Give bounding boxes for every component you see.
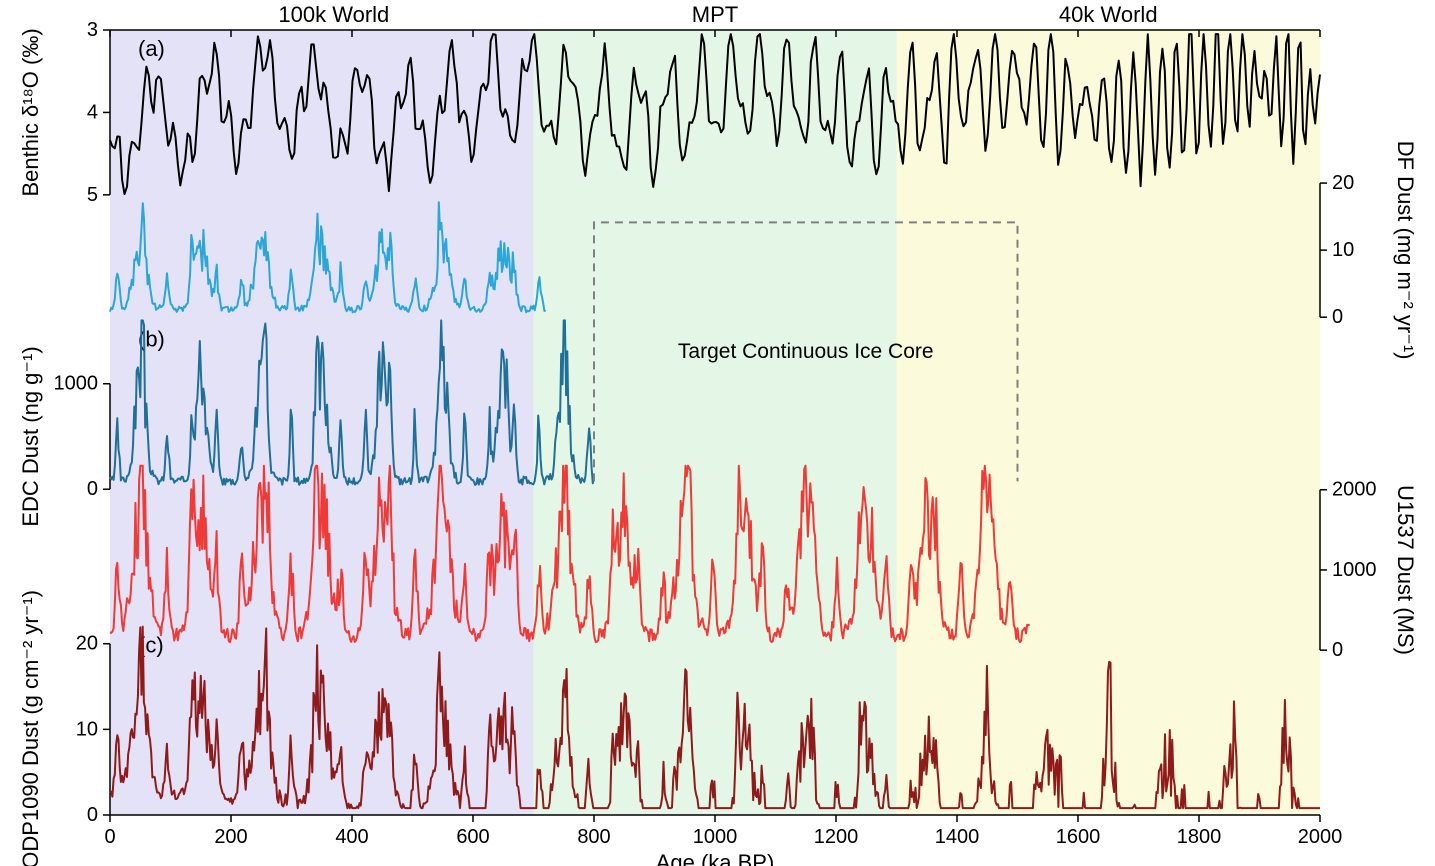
x-tick-label: 2000 xyxy=(1298,826,1343,848)
x-tick-label: 1400 xyxy=(935,826,980,848)
y-axis-label-c_odp: ODP1090 Dust (g cm⁻² yr⁻¹) xyxy=(18,590,43,866)
x-tick-label: 0 xyxy=(104,826,115,848)
y-tick-label: 0 xyxy=(87,478,98,500)
y-axis-label-a: Benthic δ¹⁸O (‰) xyxy=(18,28,43,196)
x-tick-label: 600 xyxy=(456,826,489,848)
y-tick-label: 5 xyxy=(87,184,98,206)
y-tick-label: 3 xyxy=(87,19,98,41)
y-tick-label: 10 xyxy=(76,718,98,740)
y-tick-label: 1000 xyxy=(54,373,99,395)
target-box-label: Target Continuous Ice Core xyxy=(678,340,934,363)
x-axis-label: Age (ka BP) xyxy=(656,850,775,866)
x-tick-label: 1200 xyxy=(814,826,859,848)
x-tick-label: 200 xyxy=(214,826,247,848)
x-tick-label: 1000 xyxy=(693,826,738,848)
x-tick-label: 1800 xyxy=(1177,826,1222,848)
x-tick-label: 400 xyxy=(335,826,368,848)
y-tick-label: 0 xyxy=(87,804,98,826)
era-label: MPT xyxy=(692,2,738,27)
y-tick-label: 20 xyxy=(1332,172,1354,194)
y-tick-label: 4 xyxy=(87,101,98,123)
era-label: 40k World xyxy=(1059,2,1158,27)
y-tick-label: 0 xyxy=(1332,639,1343,661)
y-tick-label: 0 xyxy=(1332,306,1343,328)
panel-label-a: (a) xyxy=(138,36,165,61)
y-axis-label-b_df: DF Dust (mg m⁻² yr⁻¹) xyxy=(1393,141,1418,360)
y-axis-label-b_edc: EDC Dust (ng g⁻¹) xyxy=(18,346,43,526)
x-tick-label: 800 xyxy=(577,826,610,848)
y-tick-label: 10 xyxy=(1332,239,1354,261)
y-tick-label: 2000 xyxy=(1332,479,1377,501)
paleoclimate-multiplot: 100k WorldMPT40k World020040060080010001… xyxy=(0,0,1435,866)
era-label: 100k World xyxy=(278,2,389,27)
x-tick-label: 1600 xyxy=(1056,826,1101,848)
y-axis-label-c_u1537: U1537 Dust (MS) xyxy=(1393,485,1418,655)
y-tick-label: 20 xyxy=(76,633,98,655)
y-tick-label: 1000 xyxy=(1332,559,1377,581)
